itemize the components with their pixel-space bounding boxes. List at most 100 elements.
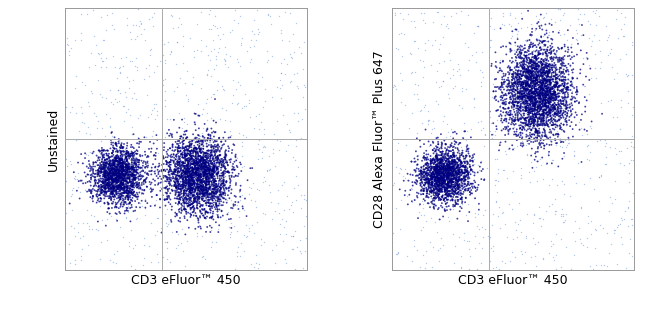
- Point: [169, 168, 179, 174]
- Point: [547, 86, 558, 92]
- Point: [189, 157, 200, 162]
- Point: [211, 203, 222, 208]
- Point: [235, 198, 245, 203]
- Point: [536, 87, 546, 92]
- Point: [208, 167, 218, 173]
- Point: [468, 159, 478, 164]
- Point: [529, 112, 539, 118]
- Point: [115, 191, 125, 196]
- Point: [200, 209, 211, 214]
- Point: [192, 203, 202, 208]
- Point: [123, 161, 133, 166]
- Point: [463, 188, 474, 193]
- Point: [538, 68, 549, 73]
- Point: [530, 61, 540, 66]
- Point: [440, 154, 450, 159]
- Point: [112, 187, 122, 192]
- Point: [624, 250, 634, 255]
- Point: [144, 17, 155, 22]
- Point: [526, 90, 537, 95]
- Point: [102, 180, 112, 185]
- Point: [516, 97, 526, 102]
- Point: [543, 50, 554, 55]
- Point: [103, 175, 114, 180]
- Point: [537, 133, 547, 138]
- Point: [118, 165, 128, 171]
- Point: [109, 162, 120, 167]
- Point: [534, 85, 544, 90]
- Point: [531, 45, 541, 50]
- Point: [432, 175, 442, 180]
- Point: [130, 177, 140, 183]
- Point: [529, 95, 539, 100]
- Point: [436, 21, 446, 26]
- Point: [194, 153, 205, 159]
- Point: [215, 152, 226, 157]
- Point: [103, 148, 113, 153]
- Point: [207, 175, 217, 180]
- Point: [131, 156, 142, 161]
- Point: [456, 169, 467, 175]
- Point: [112, 170, 123, 176]
- Point: [450, 162, 460, 168]
- Point: [99, 201, 110, 206]
- Point: [198, 196, 209, 201]
- Point: [426, 156, 436, 162]
- Point: [517, 131, 528, 136]
- Point: [109, 178, 119, 184]
- Point: [529, 75, 539, 80]
- Point: [105, 185, 116, 190]
- Point: [224, 135, 234, 140]
- Point: [565, 104, 575, 109]
- Point: [544, 33, 554, 38]
- Point: [557, 60, 567, 66]
- Point: [391, 252, 402, 257]
- Point: [196, 184, 207, 189]
- Point: [421, 155, 431, 161]
- Point: [512, 108, 522, 113]
- Point: [69, 170, 79, 175]
- Point: [126, 191, 136, 196]
- Point: [203, 168, 213, 174]
- Point: [399, 166, 410, 172]
- Point: [536, 80, 547, 85]
- Point: [184, 171, 194, 176]
- Point: [548, 57, 558, 62]
- Point: [430, 159, 441, 164]
- Point: [203, 162, 214, 168]
- Point: [454, 184, 465, 189]
- Point: [578, 11, 589, 17]
- Point: [411, 149, 421, 154]
- Point: [103, 185, 113, 190]
- Point: [190, 161, 200, 166]
- Point: [218, 159, 229, 164]
- Point: [534, 93, 545, 98]
- Point: [105, 163, 116, 168]
- Point: [540, 95, 550, 100]
- Point: [124, 176, 135, 182]
- Point: [198, 157, 208, 162]
- Point: [195, 165, 205, 171]
- Point: [437, 143, 447, 149]
- Point: [413, 176, 424, 181]
- Point: [207, 196, 218, 201]
- Point: [452, 164, 462, 170]
- Point: [253, 265, 263, 270]
- Point: [443, 179, 454, 184]
- Point: [554, 84, 564, 90]
- Point: [436, 170, 446, 176]
- Point: [525, 81, 536, 86]
- Point: [391, 148, 402, 153]
- Point: [194, 168, 205, 174]
- Point: [208, 202, 218, 208]
- Point: [104, 162, 114, 167]
- Point: [604, 50, 615, 56]
- Point: [458, 175, 469, 180]
- Point: [571, 28, 582, 33]
- Point: [214, 160, 225, 165]
- Point: [445, 183, 455, 188]
- Point: [131, 175, 141, 180]
- Point: [291, 143, 302, 148]
- Point: [187, 185, 198, 190]
- Point: [534, 72, 544, 78]
